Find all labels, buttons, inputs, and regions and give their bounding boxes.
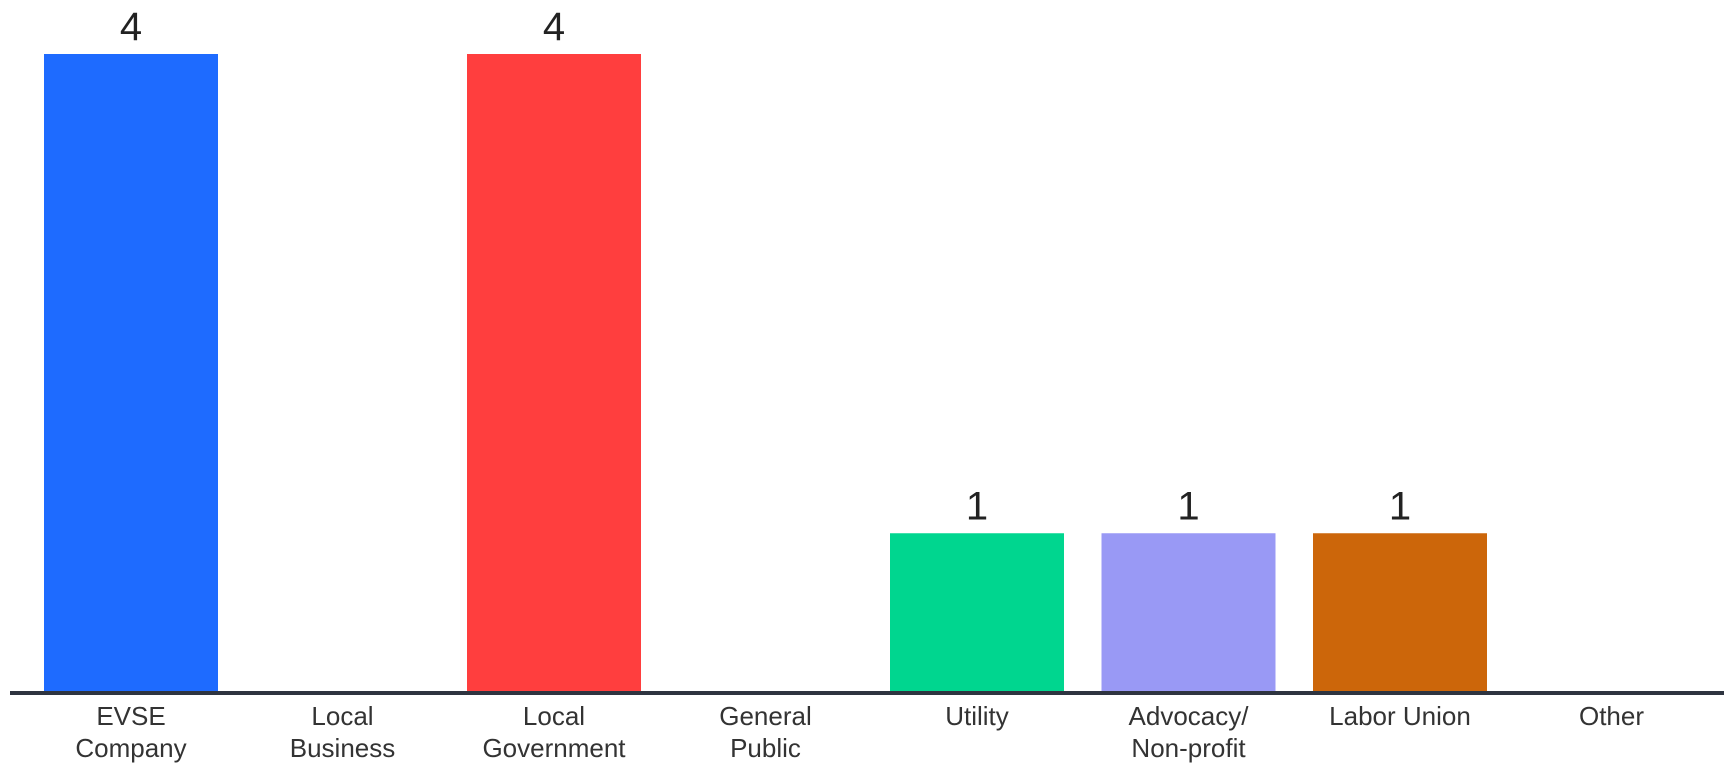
category-label-0: EVSE Company bbox=[75, 701, 186, 763]
category-label-6: Labor Union bbox=[1329, 701, 1471, 731]
category-label-2: Local Government bbox=[482, 701, 626, 763]
value-label-6: 1 bbox=[1389, 484, 1411, 528]
category-labels-group: EVSE Company Local Business Local Government G… bbox=[75, 701, 1644, 763]
bar-2 bbox=[467, 54, 641, 693]
category-label-4: Utility bbox=[945, 701, 1009, 731]
bar-0 bbox=[44, 54, 218, 693]
bars-group bbox=[44, 54, 1487, 693]
bar-6 bbox=[1313, 533, 1487, 693]
bar-4 bbox=[890, 533, 1064, 693]
category-label-7: Other bbox=[1579, 701, 1644, 731]
value-labels-group: 4 4 1 1 1 bbox=[120, 5, 1411, 528]
value-label-5: 1 bbox=[1177, 484, 1199, 528]
category-label-5: Advocacy/Non-profit bbox=[1129, 701, 1250, 763]
value-label-0: 4 bbox=[120, 5, 142, 49]
value-label-2: 4 bbox=[543, 5, 565, 49]
bar-5 bbox=[1101, 533, 1276, 693]
category-label-1: Local Business bbox=[290, 701, 396, 763]
category-label-3: General Public bbox=[719, 701, 812, 763]
value-label-4: 1 bbox=[966, 484, 988, 528]
